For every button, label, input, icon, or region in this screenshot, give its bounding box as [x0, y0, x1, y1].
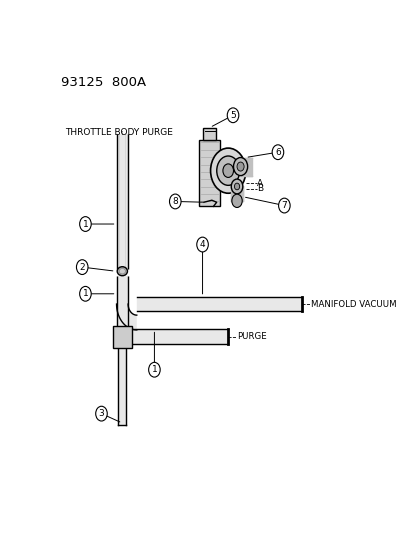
Text: 93125  800A: 93125 800A	[61, 76, 146, 89]
Text: 2: 2	[79, 263, 85, 272]
Text: 7: 7	[281, 201, 287, 210]
Text: MANIFOLD VACUUM: MANIFOLD VACUUM	[310, 300, 395, 309]
Circle shape	[95, 406, 107, 421]
Circle shape	[227, 108, 238, 123]
Text: 6: 6	[274, 148, 280, 157]
Circle shape	[222, 164, 233, 177]
Circle shape	[271, 145, 283, 159]
Text: B: B	[256, 184, 263, 193]
Text: 5: 5	[230, 111, 235, 120]
FancyBboxPatch shape	[203, 127, 216, 140]
Bar	[112, 326, 132, 348]
Text: A: A	[256, 179, 263, 188]
Ellipse shape	[119, 269, 125, 274]
Circle shape	[148, 362, 160, 377]
Text: 3: 3	[98, 409, 104, 418]
Circle shape	[234, 183, 239, 190]
Text: 4: 4	[199, 240, 205, 249]
Circle shape	[233, 158, 247, 175]
Circle shape	[216, 156, 239, 185]
Circle shape	[231, 179, 242, 194]
Text: 1: 1	[82, 220, 88, 229]
Ellipse shape	[117, 266, 127, 276]
Circle shape	[237, 162, 244, 171]
Text: 1: 1	[151, 365, 157, 374]
Circle shape	[76, 260, 88, 274]
Text: 8: 8	[172, 197, 178, 206]
Circle shape	[231, 194, 242, 207]
Circle shape	[79, 216, 91, 231]
Text: PURGE: PURGE	[236, 333, 266, 341]
Text: 1: 1	[82, 289, 88, 298]
Text: THROTTLE BODY PURGE: THROTTLE BODY PURGE	[64, 128, 172, 138]
Circle shape	[210, 148, 245, 193]
Circle shape	[278, 198, 290, 213]
FancyBboxPatch shape	[199, 140, 220, 206]
Circle shape	[169, 194, 180, 209]
PathPatch shape	[116, 304, 136, 330]
Circle shape	[79, 286, 91, 301]
Circle shape	[196, 237, 208, 252]
